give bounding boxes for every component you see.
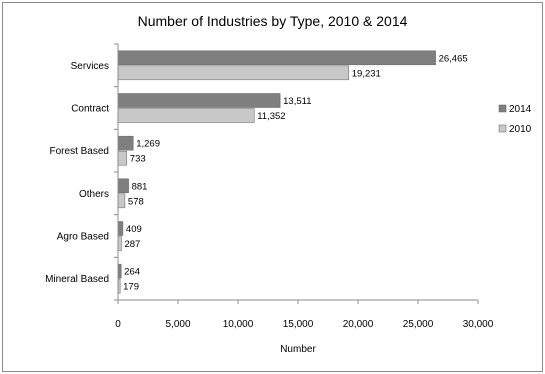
data-label-2014: 13,511 (283, 96, 311, 107)
x-tick-label: 5,000 (165, 319, 190, 330)
bar-2010 (117, 193, 126, 209)
bar-2014 (117, 178, 129, 194)
x-tick-label: 0 (115, 319, 121, 330)
category-label: Mineral Based (45, 274, 109, 285)
x-tick-label: 25,000 (403, 319, 434, 330)
x-axis-label: Number (280, 344, 316, 355)
x-tick-label: 15,000 (283, 319, 314, 330)
legend-swatch-2014 (498, 104, 507, 113)
bar-2010 (117, 65, 350, 81)
x-tick-label: 30,000 (463, 319, 494, 330)
data-label-2014: 264 (124, 267, 140, 278)
category-label: Forest Based (50, 146, 109, 157)
bar-2014 (117, 221, 124, 236)
category-label: Contract (71, 104, 109, 115)
x-tick-label: 10,000 (223, 319, 254, 330)
data-label-2010: 733 (130, 154, 146, 165)
bar-2014 (117, 135, 134, 151)
data-label-2010: 578 (128, 196, 144, 207)
chart-title: Number of Industries by Type, 2010 & 201… (137, 13, 408, 29)
bar-2010 (117, 108, 255, 123)
category-label: Others (79, 189, 109, 200)
legend-swatch-2010 (498, 124, 507, 133)
data-label-2010: 11,352 (257, 111, 285, 122)
category-label: Agro Based (57, 232, 109, 243)
bar-2010 (117, 236, 122, 251)
legend: 2014 2010 (498, 104, 532, 135)
bars-group: 26,465 19,231 13,511 11,352 1,269 733 881 578 40… (117, 50, 468, 294)
bar-2014 (117, 50, 436, 66)
data-label-2010: 19,231 (352, 68, 381, 79)
legend-label-2010: 2010 (509, 124, 532, 135)
data-label-2014: 409 (126, 224, 142, 235)
data-label-2010: 179 (123, 282, 139, 293)
bar-2014 (117, 93, 281, 108)
legend-label-2014: 2014 (509, 104, 532, 115)
data-label-2014: 26,465 (439, 53, 468, 64)
bar-2010 (117, 150, 128, 166)
x-tick-label: 20,000 (343, 319, 374, 330)
axes-group: Services Contract Forest Based Others Agro B… (45, 43, 494, 330)
data-label-2014: 881 (132, 181, 148, 192)
category-label: Services (71, 61, 109, 72)
data-label-2010: 287 (124, 239, 140, 250)
data-label-2014: 1,269 (136, 139, 160, 150)
